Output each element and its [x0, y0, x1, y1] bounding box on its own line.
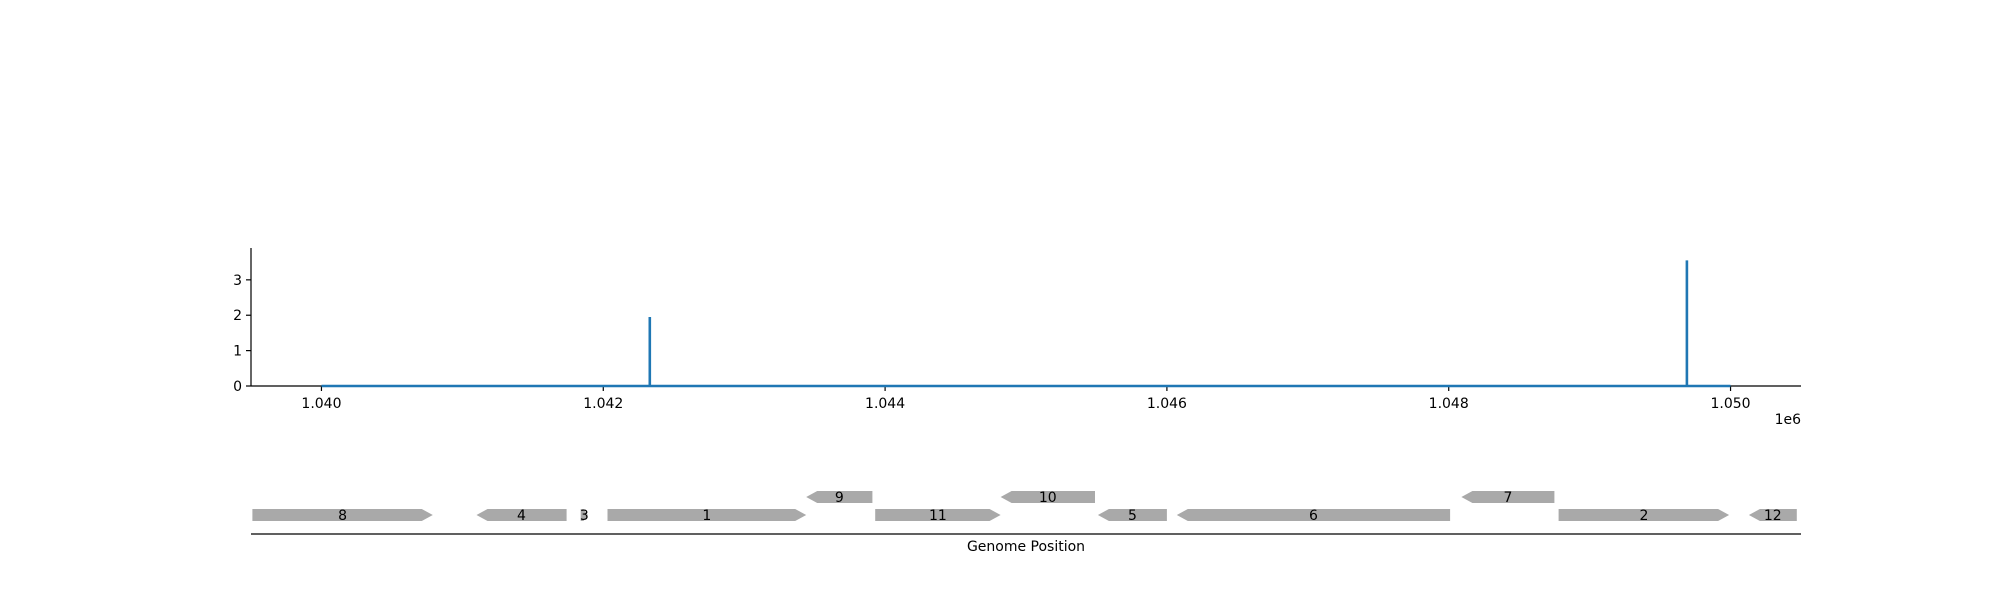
gene-feature: 8	[252, 508, 433, 524]
x-offset-label: 1e6	[1775, 412, 1802, 428]
x-ticks: 1.040 1.042 1.044 1.046 1.048 1.050	[301, 386, 1751, 412]
gene-feature: 4	[476, 508, 567, 524]
y-tick-label: 1	[233, 344, 242, 360]
gene-feature: 3	[580, 508, 589, 524]
coverage-line	[321, 260, 1731, 388]
gene-map: 8 4 3 1 9 11 10 5 6 7 2 12 Genome Position	[251, 490, 1801, 555]
gene-arrow	[1176, 509, 1451, 521]
gene-arrow	[607, 509, 807, 521]
gene-arrow	[580, 509, 588, 521]
gene-axis-label: Genome Position	[967, 539, 1085, 555]
y-ticks: 0 1 2 3	[233, 273, 251, 395]
gene-label: 6	[1309, 508, 1318, 524]
gene-feature: 9	[806, 490, 873, 506]
gene-arrow	[1097, 509, 1167, 521]
gene-label: 4	[517, 508, 526, 524]
gene-label: 8	[338, 508, 347, 524]
coverage-chart: 0 1 2 3 1.040 1.042 1.044 1.046 1.048 1.050 1e6	[233, 248, 1801, 428]
gene-arrow	[1558, 509, 1730, 521]
gene-label: 11	[929, 508, 947, 524]
x-tick-label: 1.048	[1429, 396, 1469, 412]
gene-label: 9	[835, 490, 844, 506]
gene-feature: 11	[875, 508, 1001, 524]
gene-feature: 12	[1748, 508, 1797, 524]
gene-features: 8 4 3 1 9 11 10 5 6 7 2 12	[252, 490, 1797, 524]
gene-feature: 6	[1176, 508, 1451, 524]
y-tick-label: 2	[233, 308, 242, 324]
gene-arrow	[476, 509, 567, 521]
gene-label: 12	[1764, 508, 1782, 524]
gene-feature: 7	[1461, 490, 1555, 506]
gene-feature: 2	[1558, 508, 1730, 524]
gene-arrow	[1748, 509, 1797, 521]
gene-feature: 1	[607, 508, 807, 524]
x-tick-label: 1.044	[865, 396, 905, 412]
gene-label: 5	[1128, 508, 1137, 524]
gene-arrow	[252, 509, 433, 521]
gene-arrow	[1000, 491, 1095, 503]
gene-arrow	[806, 491, 873, 503]
gene-arrow	[875, 509, 1001, 521]
gene-arrow	[1461, 491, 1555, 503]
gene-label: 3	[580, 508, 589, 524]
gene-label: 10	[1039, 490, 1057, 506]
y-tick-label: 3	[233, 273, 242, 289]
coverage-series	[321, 260, 1731, 388]
gene-label: 1	[702, 508, 711, 524]
gene-label: 2	[1639, 508, 1648, 524]
gene-feature: 10	[1000, 490, 1095, 506]
gene-label: 7	[1503, 490, 1512, 506]
x-tick-label: 1.050	[1710, 396, 1750, 412]
x-tick-label: 1.040	[301, 396, 341, 412]
x-tick-label: 1.042	[583, 396, 623, 412]
x-tick-label: 1.046	[1147, 396, 1187, 412]
y-tick-label: 0	[233, 379, 242, 395]
gene-feature: 5	[1097, 508, 1167, 524]
